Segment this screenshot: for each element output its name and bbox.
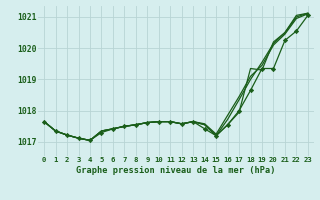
X-axis label: Graphe pression niveau de la mer (hPa): Graphe pression niveau de la mer (hPa)	[76, 166, 276, 175]
